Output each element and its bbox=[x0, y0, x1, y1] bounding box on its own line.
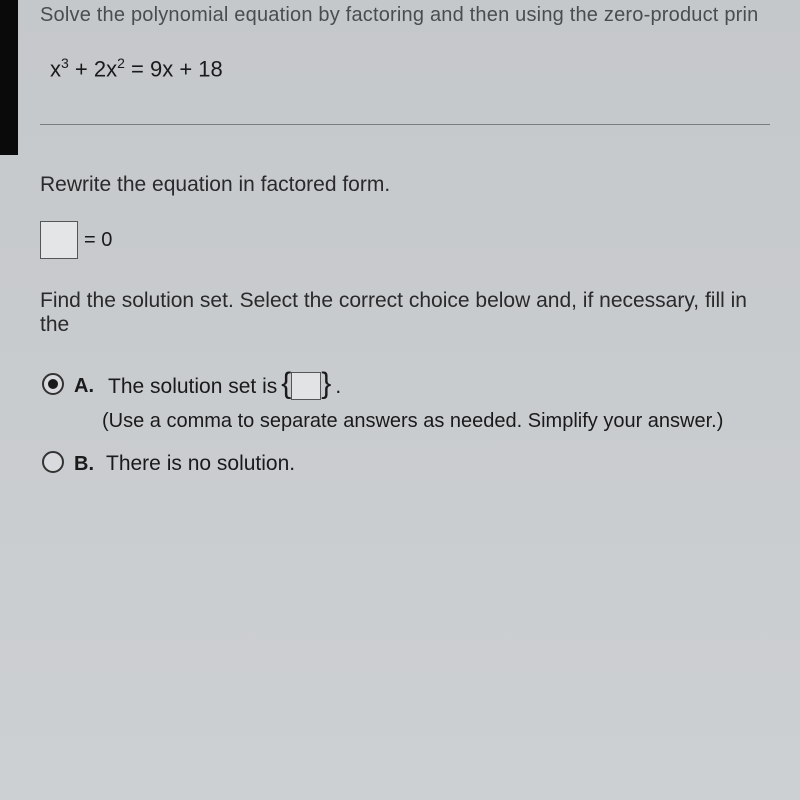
eq-plus1: + bbox=[69, 56, 94, 81]
eq-rhs: = 9x + 18 bbox=[125, 56, 223, 81]
factored-form-row: = 0 bbox=[40, 221, 770, 259]
choice-b-letter: B. bbox=[74, 450, 94, 478]
equals-zero: = 0 bbox=[84, 229, 112, 252]
eq-term1-exp: 3 bbox=[61, 55, 69, 71]
eq-term1-base: x bbox=[50, 56, 61, 81]
brace-close: } bbox=[321, 369, 331, 399]
factored-input[interactable] bbox=[40, 221, 78, 259]
choice-a-line: A. The solution set is { } . bbox=[74, 371, 723, 401]
choice-a-period: . bbox=[335, 372, 341, 401]
eq-term2-coef: 2x bbox=[94, 56, 117, 81]
choice-a-body: A. The solution set is { } . (Use a comm… bbox=[74, 371, 723, 435]
choices-group: A. The solution set is { } . (Use a comm… bbox=[42, 371, 770, 478]
solution-input[interactable] bbox=[291, 372, 321, 400]
equation: x3 + 2x2 = 9x + 18 bbox=[50, 55, 770, 82]
radio-a[interactable] bbox=[42, 373, 64, 395]
find-solution-label: Find the solution set. Select the correc… bbox=[40, 289, 770, 337]
choice-b-text: There is no solution. bbox=[106, 449, 295, 478]
solution-set-box: { } bbox=[281, 371, 331, 401]
choice-a-row: A. The solution set is { } . (Use a comm… bbox=[42, 371, 770, 435]
radio-b[interactable] bbox=[42, 451, 64, 473]
choice-b-row: B. There is no solution. bbox=[42, 449, 770, 478]
instruction-text: Solve the polynomial equation by factori… bbox=[40, 0, 770, 27]
choice-b-line: B. There is no solution. bbox=[74, 449, 295, 478]
choice-a-letter: A. bbox=[74, 372, 94, 400]
dark-edge bbox=[0, 0, 18, 155]
choice-a-hint: (Use a comma to separate answers as need… bbox=[102, 407, 723, 435]
eq-term2-exp: 2 bbox=[117, 55, 125, 71]
choice-a-prefix: The solution set is bbox=[108, 372, 277, 401]
choice-b-body: B. There is no solution. bbox=[74, 449, 295, 478]
divider bbox=[40, 124, 770, 125]
rewrite-label: Rewrite the equation in factored form. bbox=[40, 173, 770, 197]
content-area: Solve the polynomial equation by factori… bbox=[0, 0, 800, 479]
brace-open: { bbox=[281, 369, 291, 399]
